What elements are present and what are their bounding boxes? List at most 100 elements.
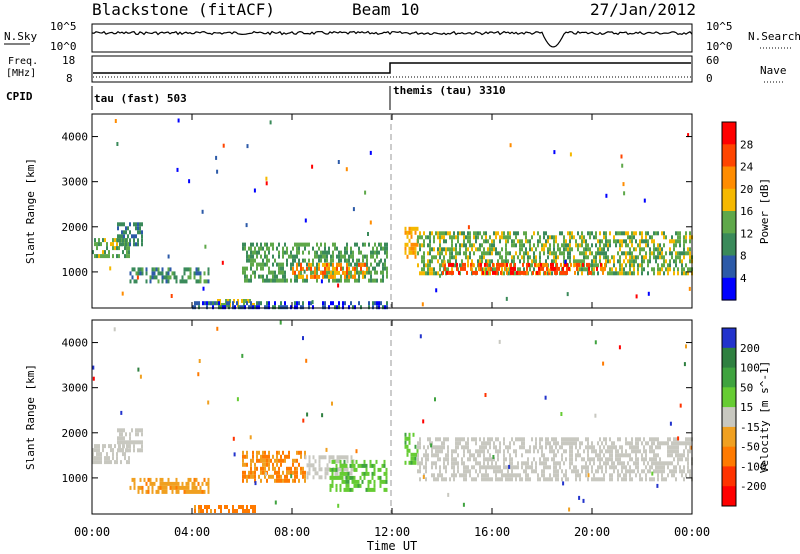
power-ylabel: Slant Range [km] (24, 158, 37, 264)
power-cells (92, 118, 693, 310)
scatter-region-2 (129, 477, 210, 494)
colorbar-tick-label: 16 (740, 205, 753, 218)
colorbar-swatch (722, 277, 736, 301)
colorbar-tick-label: -200 (740, 480, 767, 493)
noise-tick-right-bottom: 10^0 (706, 40, 733, 53)
x-tick-label: 20:00 (574, 525, 610, 539)
x-axis-label: Time UT (367, 539, 418, 553)
colorbar-tick-label: -15 (740, 421, 760, 434)
colorbar-swatch (722, 166, 736, 190)
noise-tick-left-top: 10^5 (50, 20, 77, 33)
freq-label: Freq. (8, 56, 38, 67)
scatter-region-8 (417, 231, 693, 276)
colorbar-tick-label: 8 (740, 250, 747, 263)
y-tick-label: 3000 (62, 176, 89, 189)
cpid-segment-1: tau (fast) 503 (94, 92, 187, 105)
scatter-region-0 (92, 238, 130, 259)
colorbar-swatch (722, 211, 736, 234)
colorbar-tick-label: -50 (740, 441, 760, 454)
colorbar-swatch (722, 486, 736, 507)
colorbar-tick-label: 200 (740, 342, 760, 355)
nave-tick-bottom: 0 (706, 72, 713, 85)
colorbar-swatch (722, 233, 736, 257)
nsky-series (91, 30, 693, 48)
scatter-region-6 (329, 459, 388, 492)
nave-tick-top: 60 (706, 54, 719, 67)
colorbar-tick-label: 20 (740, 183, 753, 196)
velocity-ylabel: Slant Range [km] (24, 364, 37, 470)
colorbar-swatch (722, 446, 736, 467)
velocity-colorbar-label: Velocity [m s^-1] (758, 361, 771, 474)
noise-dots (109, 118, 691, 307)
y-tick-label: 4000 (62, 337, 89, 350)
nave-label: Nave (760, 64, 787, 77)
scatter-region-7 (404, 432, 419, 465)
y-tick-label: 3000 (62, 382, 89, 395)
noise-dots (92, 320, 693, 512)
colorbar-swatch (722, 387, 736, 408)
colorbar-swatch (722, 347, 736, 369)
velocity-panel: 1000 2000 3000 4000 Slant Range [km] 200 100… (24, 319, 771, 515)
y-tick-label: 2000 (62, 221, 89, 234)
freq-panel: Freq. [MHz] 18 8 60 0 Nave (6, 54, 787, 85)
date-title: 27/Jan/2012 (590, 0, 696, 19)
x-tick-label: 00:00 (674, 525, 710, 539)
colorbar-swatch (722, 188, 736, 212)
scatter-region-1 (117, 222, 143, 247)
colorbar-tick-label: 4 (740, 272, 747, 285)
scatter-region-5 (292, 262, 368, 279)
y-tick-label: 1000 (62, 472, 89, 485)
colorbar-tick-label: -100 (740, 460, 767, 473)
freq-series (93, 62, 691, 74)
x-tick-label: 00:00 (74, 525, 110, 539)
cpid-panel: CPID tau (fast) 503 themis (tau) 3310 (6, 84, 506, 110)
y-tick-label: 2000 (62, 427, 89, 440)
x-tick-label: 04:00 (174, 525, 210, 539)
beam-title: Beam 10 (352, 0, 420, 19)
power-colorbar-label: Power [dB] (758, 178, 771, 244)
x-tick-label: 16:00 (474, 525, 510, 539)
scatter-region-3 (194, 505, 256, 513)
velocity-y-ticks: 1000 2000 3000 4000 (62, 337, 692, 485)
noise-tick-right-top: 10^5 (706, 20, 733, 33)
colorbar-tick-label: 50 (740, 381, 753, 394)
scatter-region-1 (117, 428, 143, 453)
scatter-region-8 (417, 437, 693, 482)
nsearch-label: N.Search (748, 30, 800, 43)
nsky-label: N.Sky (4, 30, 37, 43)
x-ticks: 00:00 04:00 08:00 12:00 16:00 20:00 00:00 (74, 114, 710, 539)
scatter-region-4 (242, 450, 306, 483)
x-tick-label: 08:00 (274, 525, 310, 539)
scatter-region-9 (442, 262, 606, 275)
station-title: Blackstone (fitACF) (92, 0, 276, 19)
scatter-region-7 (404, 226, 419, 259)
colorbar-swatch (722, 367, 736, 388)
colorbar-swatch (722, 144, 736, 168)
velocity-cells (92, 320, 693, 513)
colorbar-tick-label: 28 (740, 138, 753, 151)
power-panel: 1000 2000 3000 4000 Slant Range [km] 4 8 12 16… (24, 113, 771, 310)
colorbar-tick-label: 15 (740, 401, 753, 414)
noise-tick-left-bottom: 10^0 (50, 40, 77, 53)
colorbar-swatch (722, 255, 736, 279)
colorbar-swatch (722, 328, 736, 349)
colorbar-swatch (722, 407, 736, 428)
noise-panel: N.Sky 10^5 10^0 10^5 10^0 N.Search (4, 20, 800, 53)
colorbar-tick-label: 12 (740, 227, 753, 240)
cpid-label: CPID (6, 90, 33, 103)
scatter-region-6 (192, 301, 388, 310)
colorbar-tick-label: 24 (740, 161, 754, 174)
x-tick-label: 12:00 (374, 525, 410, 539)
freq-tick-top: 18 (62, 54, 75, 67)
power-y-ticks: 1000 2000 3000 4000 (62, 131, 692, 279)
velocity-colorbar: 200 100 50 15 -15 -50 -100 -200 (721, 327, 767, 507)
colorbar-swatch (722, 122, 736, 145)
colorbar-swatch (722, 426, 736, 448)
colorbar-tick-label: 100 (740, 362, 760, 375)
power-colorbar: 4 8 12 16 20 24 28 (721, 121, 754, 301)
cpid-segment-2: themis (tau) 3310 (393, 84, 506, 97)
freq-tick-bottom: 8 (66, 72, 73, 85)
y-tick-label: 1000 (62, 266, 89, 279)
freq-unit-label: [MHz] (6, 68, 36, 79)
